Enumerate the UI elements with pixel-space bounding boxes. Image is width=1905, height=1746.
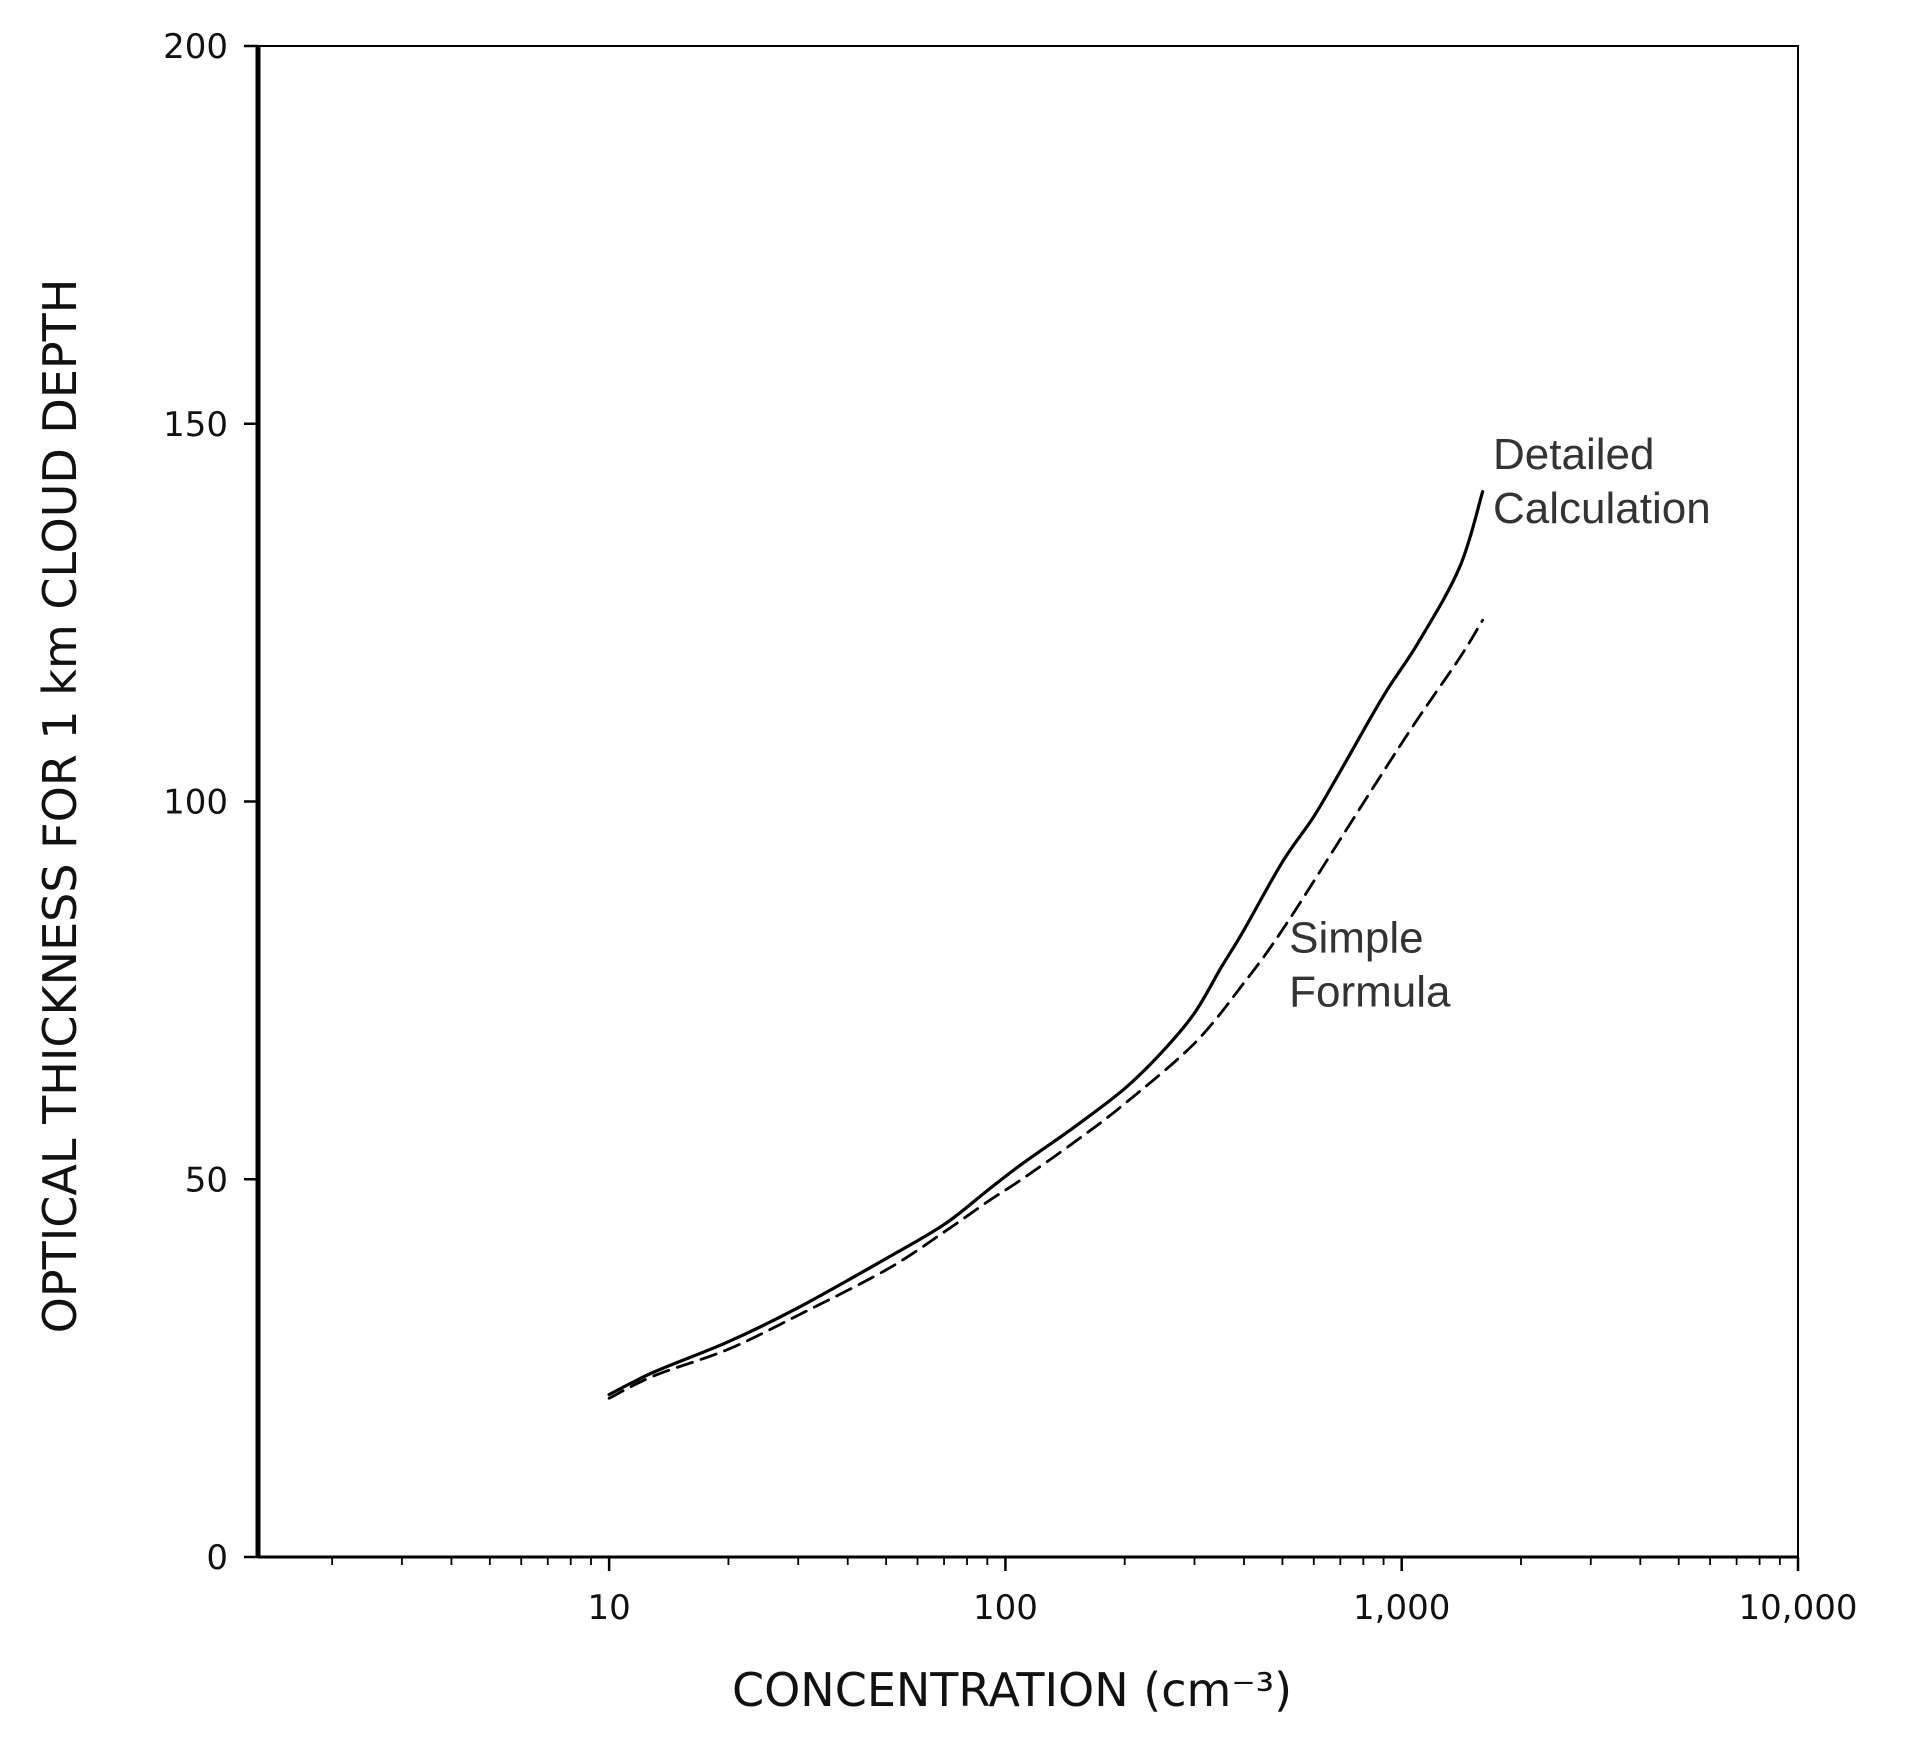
plot-frame-rect <box>257 45 1799 1558</box>
annotation-line: Calculation <box>1493 484 1711 533</box>
x-tick-label: 10 <box>588 1588 631 1628</box>
annotation-line: Formula <box>1289 968 1451 1017</box>
y-tick-label: 50 <box>185 1160 228 1200</box>
annotation-line: Detailed <box>1493 430 1654 479</box>
detailed-calculation-label: Detailed Calculation <box>1493 430 1711 533</box>
x-axis-ticks: 10 100 1,000 10,000 <box>331 1557 1858 1628</box>
simple-formula-label: Simple Formula <box>1289 914 1451 1017</box>
y-tick-label: 100 <box>163 783 228 823</box>
simple-formula-line <box>607 618 1484 1400</box>
series-group <box>607 490 1485 1400</box>
y-axis-title: OPTICAL THICKNESS FOR 1 km CLOUD DEPTH <box>33 279 87 1334</box>
y-tick-label: 200 <box>163 27 228 67</box>
plot-frame <box>255 45 1799 1559</box>
x-tick-label: 100 <box>973 1588 1038 1628</box>
y-tick-label: 0 <box>206 1538 228 1578</box>
x-axis-title: CONCENTRATION (cm⁻³) <box>732 1663 1292 1717</box>
y-axis-ticks: 0 50 100 150 200 <box>163 27 258 1578</box>
annotation-line: Simple <box>1289 914 1424 963</box>
y-tick-label: 150 <box>163 405 228 445</box>
detailed-calculation-line <box>607 490 1485 1397</box>
x-tick-label: 1,000 <box>1353 1588 1450 1628</box>
x-tick-label: 10,000 <box>1739 1588 1858 1628</box>
annotations-group: Detailed Calculation Simple Formula <box>1289 430 1711 1017</box>
